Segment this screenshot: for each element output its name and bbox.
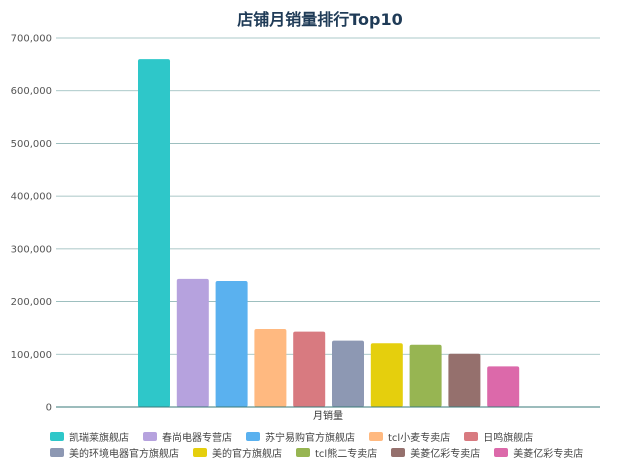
bar[interactable] <box>409 344 442 407</box>
legend-item[interactable]: 美的环境电器官方旗舰店 <box>50 445 179 460</box>
chart-title: 店铺月销量排行Top10 <box>237 10 403 29</box>
bar[interactable] <box>370 343 403 407</box>
gridlines <box>56 37 600 355</box>
legend-swatch <box>143 431 157 441</box>
legend-item[interactable]: 美的官方旗舰店 <box>193 445 282 460</box>
y-tick-label: 500,000 <box>11 139 52 150</box>
bar[interactable] <box>332 340 364 407</box>
y-tick-label: 100,000 <box>11 350 52 361</box>
y-tick-label: 600,000 <box>11 86 52 97</box>
legend-item[interactable]: 美菱亿彩专卖店 <box>494 445 583 460</box>
legend-row: 凯瑞莱旗舰店 春尚电器专营店 苏宁易购官方旗舰店 tcl小麦专卖店 日鸣旗舰店 <box>50 428 610 444</box>
y-tick-label: 200,000 <box>11 297 52 308</box>
bar[interactable] <box>448 353 481 407</box>
legend-label: 苏宁易购官方旗舰店 <box>265 432 355 444</box>
legend-swatch <box>193 447 207 457</box>
y-tick-label: 400,000 <box>11 192 52 203</box>
legend-swatch <box>369 431 383 441</box>
bar[interactable] <box>487 366 520 407</box>
legend-label: 美的环境电器官方旗舰店 <box>69 448 179 460</box>
legend-label: 美菱亿彩专卖店 <box>513 448 584 460</box>
legend-label: 日鸣旗舰店 <box>483 432 534 444</box>
bar[interactable] <box>138 59 170 407</box>
bars <box>138 59 520 407</box>
legend-label: 凯瑞莱旗舰店 <box>69 432 129 444</box>
legend-swatch <box>391 447 406 457</box>
legend-label: 美菱亿彩专卖店 <box>410 448 481 460</box>
legend-item[interactable]: 苏宁易购官方旗舰店 <box>246 429 355 444</box>
legend-item[interactable]: tcl熊二专卖店 <box>296 445 377 460</box>
legend-item[interactable]: 日鸣旗舰店 <box>464 429 533 444</box>
x-axis-label: 月销量 <box>313 409 343 422</box>
legend-swatch <box>296 447 310 457</box>
legend-item[interactable]: 春尚电器专营店 <box>143 429 232 444</box>
legend-swatch <box>50 447 64 457</box>
legend-swatch <box>246 431 260 441</box>
legend-label: 美的官方旗舰店 <box>212 448 282 460</box>
legend-swatch <box>494 447 509 457</box>
legend-swatch <box>464 431 479 441</box>
legend-row: 美的环境电器官方旗舰店 美的官方旗舰店 tcl熊二专卖店 美菱亿彩专卖店 美菱亿彩专卖店 <box>50 444 610 460</box>
bar[interactable] <box>293 331 326 407</box>
legend: 凯瑞莱旗舰店 春尚电器专营店 苏宁易购官方旗舰店 tcl小麦专卖店 日鸣旗舰店 美的环境… <box>50 428 610 460</box>
y-tick-label: 700,000 <box>11 34 52 45</box>
legend-swatch <box>50 431 64 441</box>
y-axis-ticks: 0 100,000 200,000 300,000 400,000 500,000 600,… <box>11 34 52 414</box>
legend-label: tcl小麦专卖店 <box>388 432 451 444</box>
legend-item[interactable]: 凯瑞莱旗舰店 <box>50 429 129 444</box>
bar[interactable] <box>215 281 248 407</box>
y-tick-label: 0 <box>46 403 52 414</box>
y-tick-label: 300,000 <box>11 244 52 255</box>
legend-label: 春尚电器专营店 <box>162 432 232 444</box>
bar[interactable] <box>176 278 209 407</box>
bar[interactable] <box>254 328 287 407</box>
legend-label: tcl熊二专卖店 <box>315 448 378 460</box>
legend-item[interactable]: tcl小麦专卖店 <box>369 429 450 444</box>
legend-item[interactable]: 美菱亿彩专卖店 <box>391 445 480 460</box>
